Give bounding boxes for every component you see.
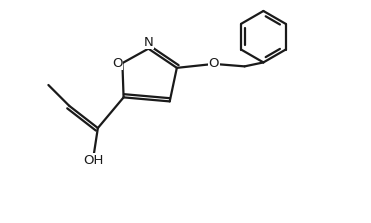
Text: O: O	[209, 57, 219, 70]
Text: OH: OH	[84, 154, 104, 167]
Text: O: O	[112, 57, 122, 70]
Text: N: N	[144, 36, 153, 49]
